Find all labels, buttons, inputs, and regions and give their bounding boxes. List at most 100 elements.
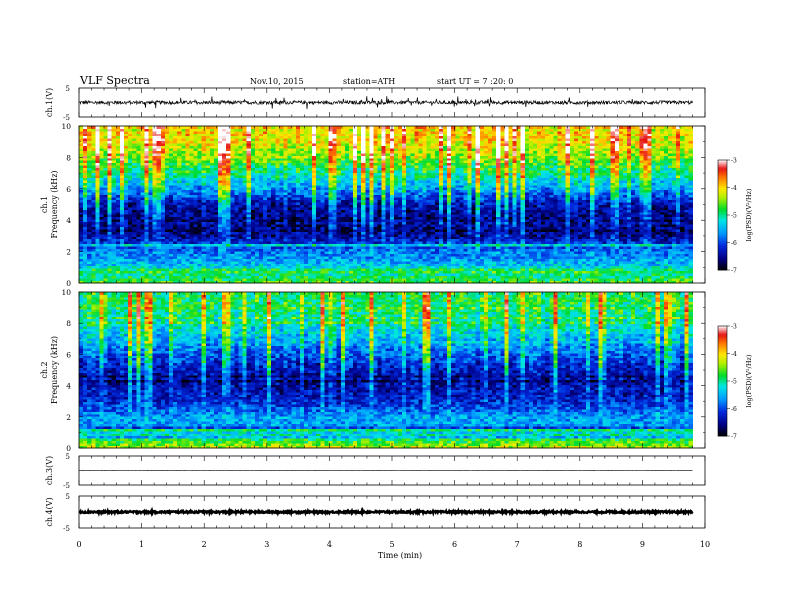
spectrogram-cell: [259, 234, 263, 237]
spectrogram-cell: [112, 227, 116, 230]
spectrogram-cell: [365, 175, 369, 178]
spectrogram-cell: [349, 126, 353, 129]
spectrogram-cell: [283, 170, 287, 173]
spectrogram-cell: [120, 205, 124, 208]
spectrogram-cell: [292, 205, 296, 208]
spectrogram-cell: [296, 175, 300, 178]
spectrogram-cell: [83, 271, 87, 274]
spectrogram-cell: [316, 251, 320, 254]
spectrogram-cell: [279, 266, 283, 269]
spectrogram-cell: [83, 273, 87, 276]
spectrogram-cell: [328, 251, 332, 254]
spectrogram-cell: [251, 219, 255, 222]
spectrogram-cell: [255, 131, 259, 134]
spectrogram-cell: [189, 214, 193, 217]
spectrogram-cell: [181, 197, 185, 200]
spectrogram-cell: [165, 222, 169, 225]
spectrogram-cell: [173, 153, 177, 156]
spectrogram-cell: [87, 219, 91, 222]
spectrogram-cell: [136, 168, 140, 171]
spectrogram-cell: [296, 268, 300, 271]
spectrogram-cell: [361, 158, 365, 161]
spectrogram-cell: [349, 266, 353, 269]
spectrogram-cell: [382, 178, 386, 181]
spectrogram-cell: [328, 209, 332, 212]
spectrogram-cell: [222, 146, 226, 149]
spectrogram-cell: [116, 136, 120, 139]
spectrogram-cell: [116, 178, 120, 181]
spectrogram-cell: [185, 155, 189, 158]
spectrogram-cell: [247, 217, 251, 220]
spectrogram-cell: [320, 170, 324, 173]
spectrogram-cell: [87, 261, 91, 264]
spectrogram-cell: [181, 278, 185, 281]
spectrogram-cell: [283, 212, 287, 215]
spectrogram-cell: [87, 227, 91, 230]
spectrogram-cell: [312, 244, 316, 247]
spectrogram-cell: [120, 258, 124, 261]
spectrogram-cell: [271, 227, 275, 230]
spectrogram-cell: [333, 278, 337, 281]
spectrogram-cell: [214, 234, 218, 237]
spectrogram-cell: [177, 224, 181, 227]
spectrogram-cell: [177, 229, 181, 232]
spectrogram-cell: [279, 227, 283, 230]
spectrogram-cell: [116, 224, 120, 227]
spectrogram-cell: [91, 126, 95, 129]
spectrogram-cell: [369, 222, 373, 225]
spectrogram-cell: [243, 187, 247, 190]
spectrogram-cell: [234, 178, 238, 181]
spectrogram-cell: [194, 173, 198, 176]
spectrogram-cell: [210, 271, 214, 274]
spectrogram-cell: [136, 251, 140, 254]
spectrogram-cell: [328, 190, 332, 193]
spectrogram-cell: [177, 209, 181, 212]
spectrogram-cell: [128, 192, 132, 195]
spectrogram-cell: [324, 217, 328, 220]
spectrogram-cell: [373, 241, 377, 244]
spectrogram-cell: [243, 207, 247, 210]
spectrogram-cell: [165, 251, 169, 254]
spectrogram-cell: [324, 128, 328, 131]
spectrogram-cell: [283, 195, 287, 198]
spectrogram-cell: [169, 136, 173, 139]
spectrogram-cell: [185, 268, 189, 271]
spectrogram-cell: [263, 136, 267, 139]
spectrogram-cell: [353, 173, 357, 176]
spectrogram-cell: [230, 231, 234, 234]
spectrogram-cell: [214, 160, 218, 163]
spectrogram-cell: [386, 138, 390, 141]
spectrogram-cell: [353, 146, 357, 149]
spectrogram-cell: [198, 126, 202, 129]
spectrogram-cell: [247, 246, 251, 249]
spectrogram-cell: [95, 268, 99, 271]
spectrogram-cell: [230, 143, 234, 146]
spectrogram-cell: [79, 143, 83, 146]
spectrogram-cell: [222, 151, 226, 154]
spectrogram-cell: [132, 153, 136, 156]
spectrogram-cell: [189, 160, 193, 163]
spectrogram-cell: [353, 234, 357, 237]
spectrogram-cell: [87, 126, 91, 129]
spectrogram-cell: [283, 153, 287, 156]
spectrogram-cell: [157, 236, 161, 239]
spectrogram-cell: [206, 241, 210, 244]
spectrogram-cell: [79, 153, 83, 156]
spectrogram-cell: [112, 217, 116, 220]
spectrogram-cell: [189, 202, 193, 205]
spectrogram-cell: [173, 131, 177, 134]
spectrogram-cell: [365, 214, 369, 217]
spectrogram-cell: [218, 195, 222, 198]
spectrogram-cell: [112, 266, 116, 269]
spectrogram-cell: [161, 143, 165, 146]
spectrogram-cell: [210, 205, 214, 208]
spectrogram-cell: [214, 256, 218, 259]
spectrogram-cell: [349, 128, 353, 131]
spectrogram-cell: [288, 249, 292, 252]
spectrogram-cell: [95, 256, 99, 259]
spectrogram-cell: [226, 256, 230, 259]
spectrogram-cell: [271, 224, 275, 227]
spectrogram-cell: [206, 266, 210, 269]
spectrogram-cell: [361, 249, 365, 252]
spectrogram-cell: [222, 173, 226, 176]
